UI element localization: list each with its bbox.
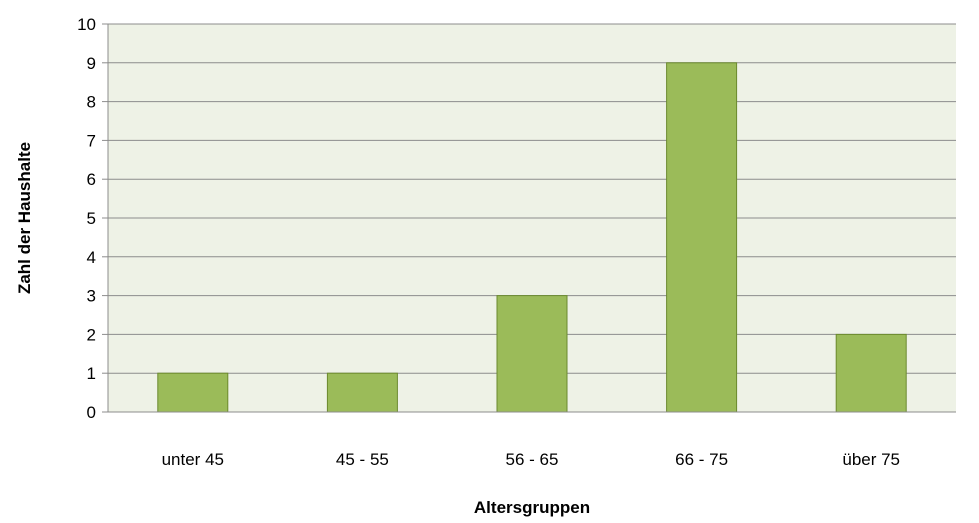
- y-tick-label: 8: [87, 93, 96, 112]
- bar: [327, 373, 397, 412]
- bar: [667, 63, 737, 412]
- y-tick-label: 7: [87, 131, 96, 150]
- y-axis-tick-labels: 0 1 2 3 4 5 6 7 8 9 10: [77, 15, 96, 422]
- bar: [158, 373, 228, 412]
- y-tick-label: 0: [87, 403, 96, 422]
- y-tick-label: 6: [87, 170, 96, 189]
- x-tick-label: unter 45: [162, 450, 224, 469]
- x-tick-label: 66 - 75: [675, 450, 728, 469]
- x-tick-label: 56 - 65: [506, 450, 559, 469]
- y-tick-label: 3: [87, 287, 96, 306]
- x-tick-label: 45 - 55: [336, 450, 389, 469]
- y-tick-label: 5: [87, 209, 96, 228]
- y-tick-label: 2: [87, 325, 96, 344]
- x-tick-label: über 75: [842, 450, 900, 469]
- x-axis-tick-labels: unter 45 45 - 55 56 - 65 66 - 75 über 75: [162, 450, 900, 469]
- bar: [836, 334, 906, 412]
- y-axis-title: Zahl der Haushalte: [15, 142, 34, 294]
- y-tick-label: 10: [77, 15, 96, 34]
- x-axis-title: Altersgruppen: [474, 498, 590, 517]
- y-tick-label: 9: [87, 54, 96, 73]
- bar: [497, 296, 567, 412]
- y-tick-label: 1: [87, 364, 96, 383]
- y-tick-label: 4: [87, 248, 96, 267]
